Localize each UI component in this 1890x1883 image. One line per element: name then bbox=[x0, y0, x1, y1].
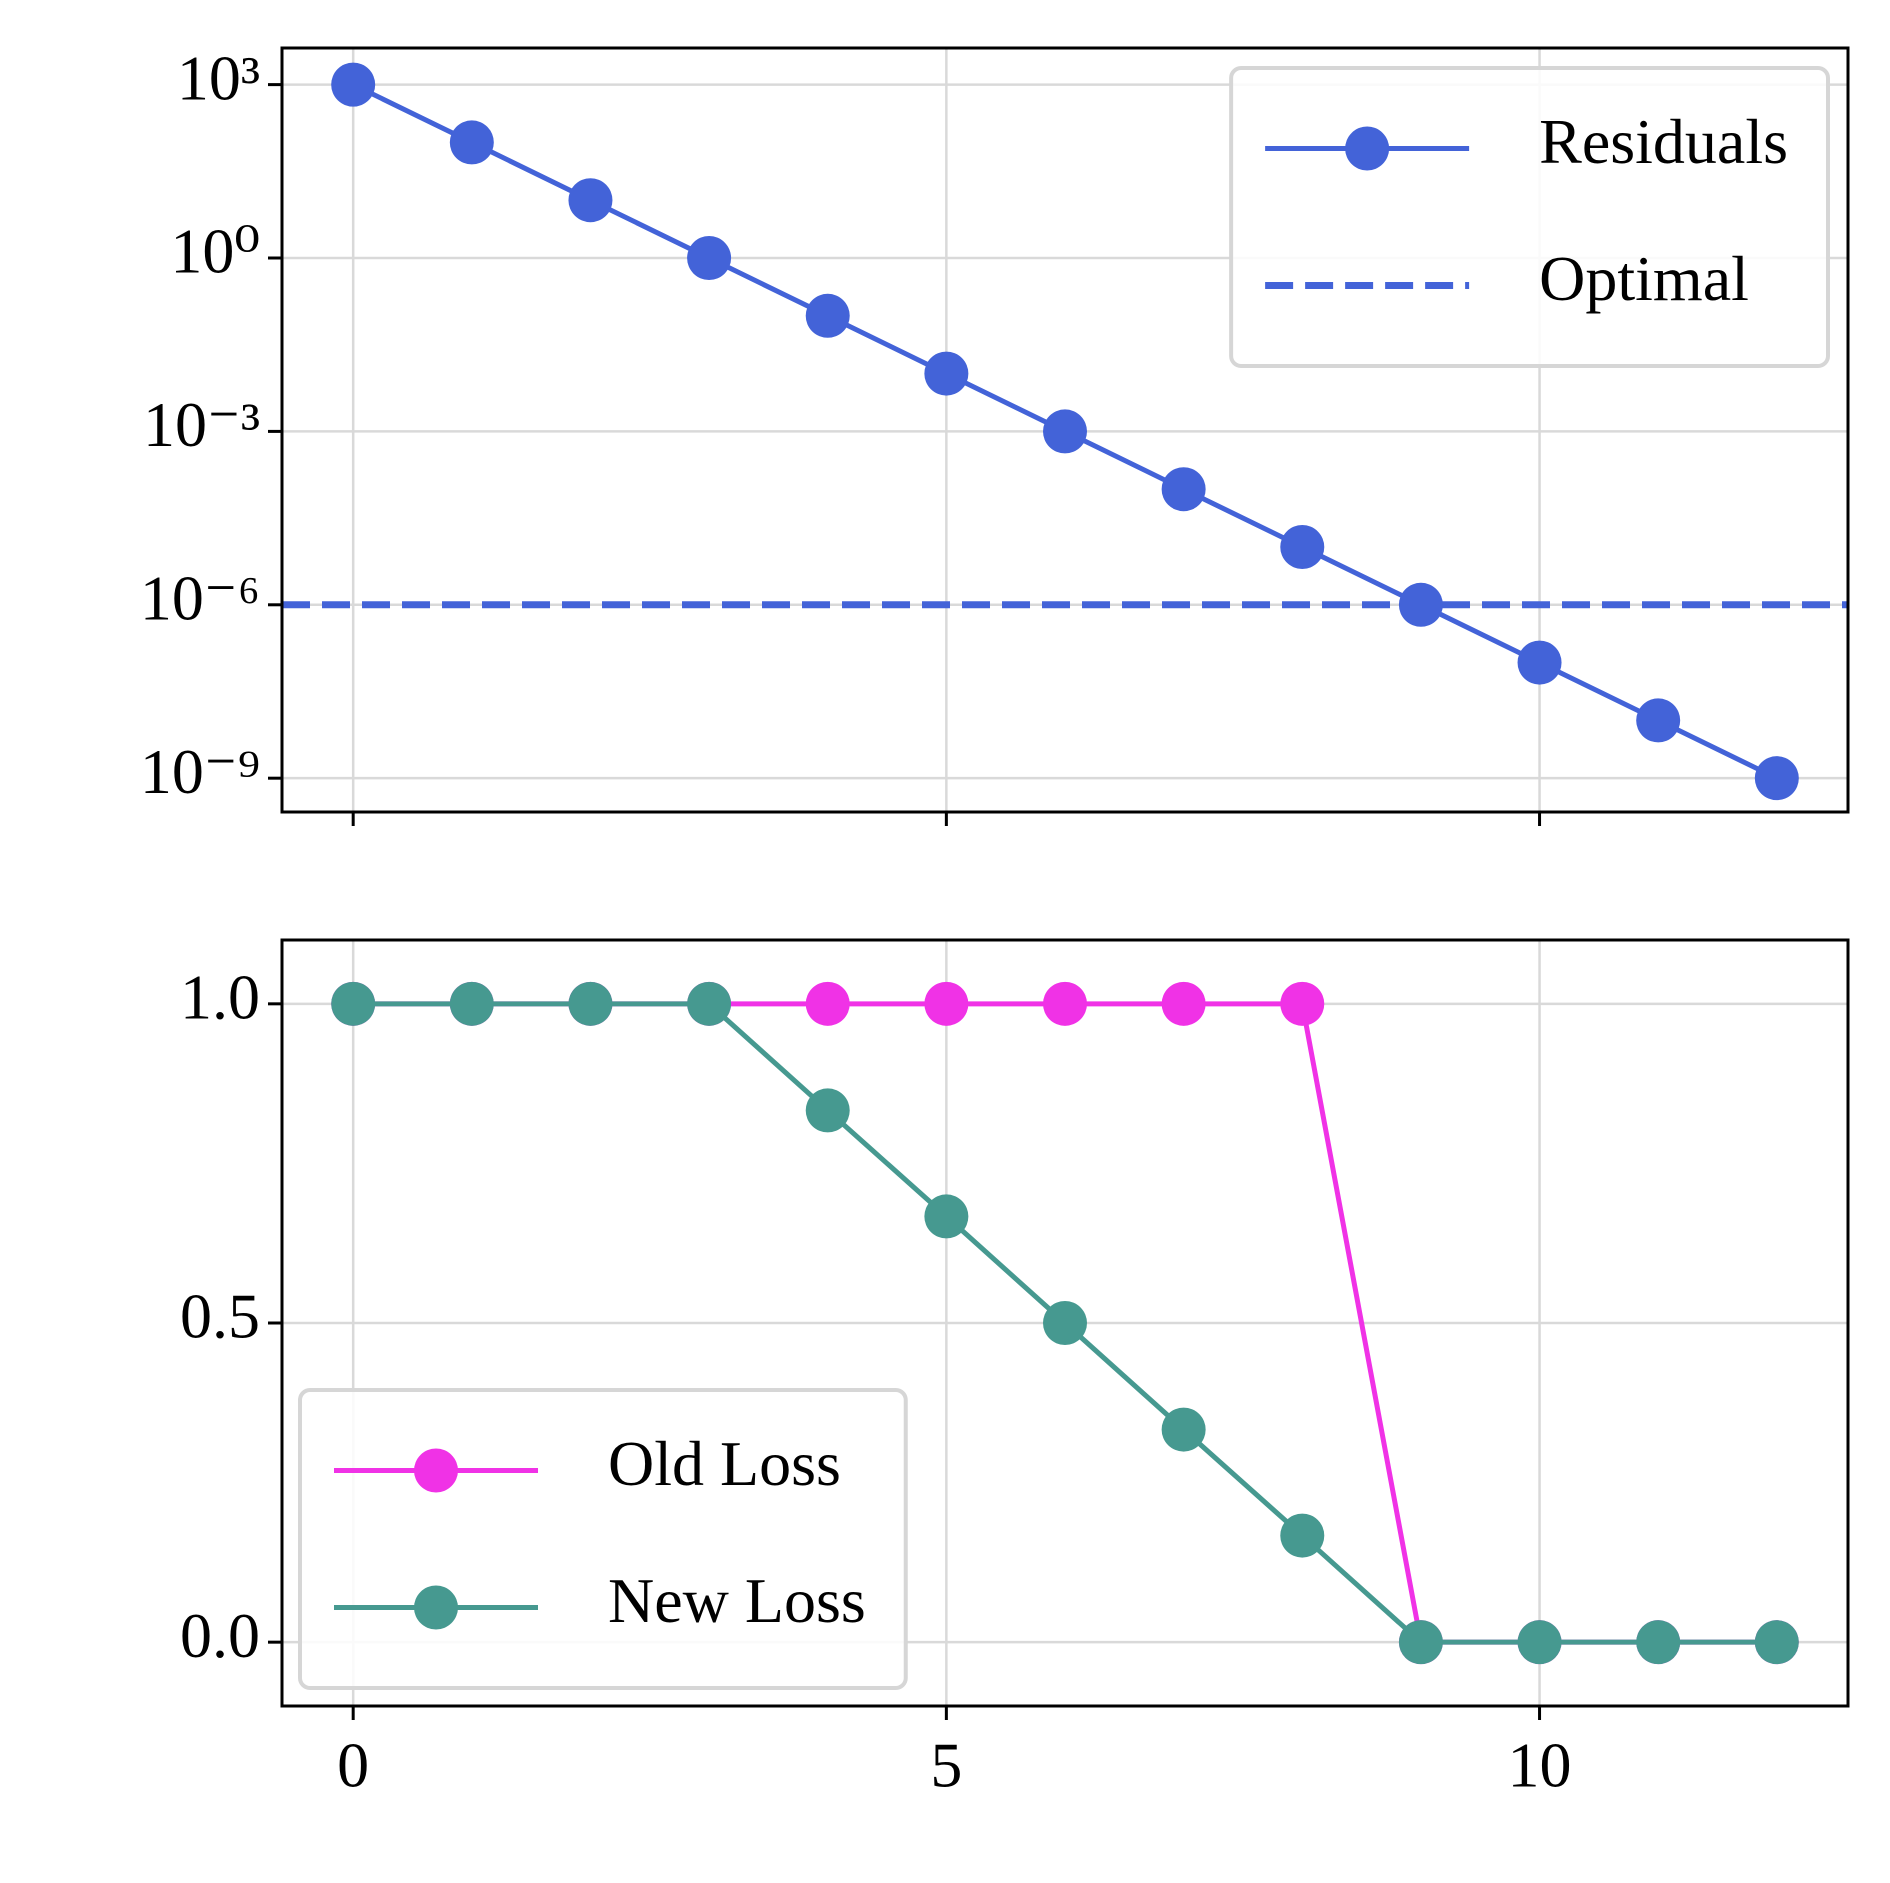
y-tick-label: 1.0 bbox=[180, 962, 260, 1033]
marker bbox=[568, 981, 613, 1026]
axes-frame bbox=[280, 938, 1850, 1708]
marker bbox=[1398, 1620, 1443, 1665]
y-tick-label: 10³ bbox=[177, 42, 260, 113]
legend-label: Optimal bbox=[1539, 243, 1749, 314]
marker bbox=[1280, 1513, 1325, 1558]
y-tick-label: 0.0 bbox=[180, 1600, 260, 1671]
plot-area bbox=[282, 62, 1848, 801]
legend-marker bbox=[414, 1448, 458, 1493]
marker bbox=[805, 293, 850, 338]
y-tick-label: 10⁻⁹ bbox=[140, 736, 260, 807]
marker bbox=[568, 178, 613, 223]
legend-marker bbox=[1345, 126, 1390, 171]
legend-label: Old Loss bbox=[608, 1428, 841, 1499]
marker bbox=[1754, 756, 1799, 801]
marker bbox=[449, 120, 494, 165]
marker bbox=[1636, 1620, 1681, 1665]
x-tick-label: 5 bbox=[930, 1730, 962, 1801]
marker bbox=[1161, 1407, 1206, 1452]
marker bbox=[924, 1194, 969, 1239]
legend: Old Loss New Loss bbox=[298, 1388, 908, 1690]
marker bbox=[924, 351, 969, 396]
marker bbox=[805, 1088, 850, 1133]
subplot: 0 5 10 0.0 0.5 1.0 Old Loss New Loss bbox=[180, 938, 1850, 1801]
marker bbox=[1636, 698, 1681, 743]
legend: Residuals Optimal bbox=[1229, 66, 1830, 368]
subplot: 10³ 10⁰ 10⁻³ 10⁻⁶ 10⁻⁹ Residuals Optimal bbox=[140, 42, 1850, 826]
marker bbox=[1754, 1620, 1799, 1665]
plot-area bbox=[331, 981, 1799, 1665]
marker bbox=[687, 236, 732, 281]
marker bbox=[331, 62, 376, 107]
y-tick-label: 10⁻⁶ bbox=[140, 562, 260, 633]
marker bbox=[449, 981, 494, 1026]
y-tick-label: 10⁻³ bbox=[143, 389, 260, 460]
x-tick-label: 0 bbox=[337, 1730, 369, 1801]
y-tick-label: 10⁰ bbox=[170, 216, 260, 287]
y-tick-label: 0.5 bbox=[180, 1281, 260, 1352]
marker bbox=[1161, 467, 1206, 512]
marker bbox=[1398, 582, 1443, 627]
marker bbox=[1517, 1620, 1562, 1665]
marker bbox=[331, 981, 376, 1026]
marker bbox=[1043, 1301, 1087, 1345]
marker bbox=[1280, 981, 1325, 1026]
marker bbox=[924, 981, 969, 1026]
marker bbox=[1043, 981, 1087, 1026]
legend-label: Residuals bbox=[1539, 106, 1788, 177]
legend-label: New Loss bbox=[608, 1565, 866, 1636]
marker bbox=[1161, 981, 1206, 1026]
marker bbox=[687, 981, 732, 1026]
x-tick-label: 10 bbox=[1508, 1730, 1572, 1801]
axes-frame bbox=[280, 46, 1850, 814]
marker bbox=[1517, 640, 1562, 685]
marker bbox=[805, 981, 850, 1026]
marker bbox=[1043, 409, 1087, 454]
legend-marker bbox=[414, 1585, 458, 1630]
marker bbox=[1280, 524, 1325, 569]
